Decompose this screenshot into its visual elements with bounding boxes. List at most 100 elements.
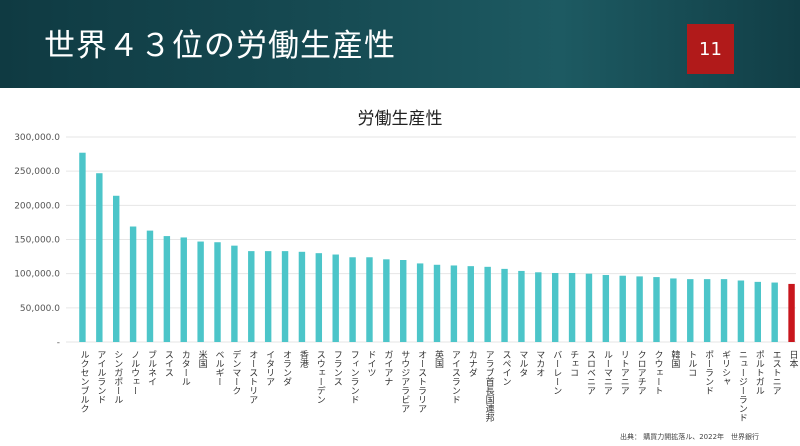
bar-chart: 労働生産性 - 50,000.0 100,000.0 150,000.0 200,000…: [14, 109, 798, 423]
x-tick-label: マカオ: [534, 350, 545, 377]
x-tick-label: スウェーデン: [315, 350, 326, 404]
x-tick-label: スペイン: [501, 350, 512, 386]
x-tick-label: フィンランド: [349, 350, 359, 404]
x-tick-label: 日本: [788, 350, 799, 369]
bar: [619, 275, 626, 342]
y-tick-label: 150,000.0: [14, 236, 60, 246]
bar: [79, 152, 86, 342]
bar: [484, 266, 491, 342]
x-tick-label: バーレーン: [551, 350, 562, 395]
y-axis: - 50,000.0 100,000.0 150,000.0 200,000.0 250,…: [14, 133, 60, 348]
x-tick-label: リトアニア: [619, 350, 630, 395]
x-tick-label: ドイツ: [365, 350, 376, 377]
bar: [788, 283, 795, 342]
bar: [281, 251, 289, 342]
bar: [585, 273, 593, 342]
bar: [129, 226, 137, 342]
x-tick-label: ブルネイ: [146, 349, 157, 386]
x-tick-label: ベルギー: [214, 350, 225, 386]
x-tick-label: クウェート: [652, 350, 662, 395]
bar: [433, 264, 441, 342]
bar: [349, 257, 356, 342]
x-axis-labels: ルクセンブルク アイルランド シンガポール ノルウェー ブルネイ スイス カタール 米国 ベルギ…: [78, 349, 798, 423]
page-number-badge: 11: [687, 24, 734, 74]
bar: [653, 277, 660, 342]
slide-title: 世界４３位の労働生産性: [44, 28, 396, 64]
y-tick-label: 250,000.0: [14, 167, 60, 177]
x-tick-label: クロアチア: [636, 350, 647, 395]
bar: [703, 279, 711, 342]
bar: [636, 276, 643, 342]
x-tick-label: サウジアラビア: [399, 350, 410, 413]
x-tick-label: 英国: [433, 349, 444, 369]
source-note: 出典： 購買力開拡落ル、2022年 世界銀行: [620, 433, 760, 441]
y-tick-label: 100,000.0: [14, 270, 60, 280]
y-tick-label: 300,000.0: [14, 133, 60, 143]
x-tick-label: ポルトガル: [754, 350, 765, 395]
bar: [96, 173, 103, 342]
x-tick-label: オーストラリア: [416, 350, 427, 413]
y-tick-label: 200,000.0: [14, 201, 60, 211]
bar: [602, 275, 610, 342]
x-tick-label: カタール: [180, 350, 191, 386]
bar: [315, 253, 323, 342]
bar: [568, 272, 576, 342]
bar: [248, 251, 255, 342]
x-tick-label: ルーマニア: [602, 350, 613, 395]
gridlines: [66, 136, 796, 343]
bar: [720, 279, 728, 342]
x-tick-label: アイルランド: [95, 350, 106, 404]
bars: [79, 152, 795, 342]
x-tick-label: アイスランド: [450, 350, 461, 404]
chart-title: 労働生産性: [358, 109, 443, 129]
x-tick-label: ニュージーランド: [737, 350, 748, 422]
bar: [264, 251, 272, 342]
bar: [467, 266, 474, 342]
bar: [501, 268, 508, 342]
bar: [383, 259, 390, 342]
y-tick-label: 50,000.0: [20, 304, 60, 314]
x-tick-label: 米国: [197, 349, 208, 369]
x-tick-label: スイス: [163, 350, 174, 377]
bar: [366, 257, 373, 342]
y-tick-label: -: [57, 338, 60, 348]
x-tick-label: アラブ首長国連邦: [484, 350, 495, 423]
bar: [737, 280, 745, 342]
x-tick-label: スロベニア: [585, 350, 596, 395]
bar: [670, 278, 677, 342]
bar: [551, 272, 559, 342]
bar: [231, 245, 238, 342]
bar: [754, 281, 761, 342]
bar: [687, 279, 694, 342]
x-tick-label: イタリア: [264, 350, 275, 386]
x-tick-label: カナダ: [467, 350, 478, 377]
x-tick-label: 香港: [298, 350, 309, 368]
bar: [400, 260, 407, 342]
bar: [450, 265, 458, 342]
x-tick-label: ポーランド: [703, 350, 714, 395]
bar: [298, 251, 306, 342]
chart-panel: 労働生産性 - 50,000.0 100,000.0 150,000.0 200,000…: [0, 96, 800, 446]
bar: [163, 236, 171, 342]
x-tick-label: フランス: [332, 350, 342, 386]
bar: [146, 230, 154, 342]
bar: [416, 263, 424, 342]
x-tick-label: オーストリア: [247, 350, 258, 404]
bar: [180, 237, 187, 342]
bar: [113, 195, 120, 342]
x-tick-label: チェコ: [568, 350, 579, 377]
x-tick-label: 韓国: [669, 350, 680, 369]
x-tick-label: ノルウェー: [129, 350, 140, 395]
x-tick-label: マルタ: [517, 350, 528, 377]
bar: [197, 241, 204, 342]
x-tick-label: デンマーク: [230, 349, 241, 395]
x-tick-label: トルコ: [686, 350, 697, 377]
bar: [771, 282, 778, 342]
bar: [518, 270, 525, 342]
bar: [214, 242, 221, 342]
x-tick-label: オランダ: [281, 350, 292, 386]
x-tick-label: エストニア: [771, 350, 782, 395]
bar: [332, 254, 339, 342]
x-tick-label: ガイアナ: [382, 350, 393, 386]
x-tick-label: ギリシャ: [720, 350, 731, 386]
